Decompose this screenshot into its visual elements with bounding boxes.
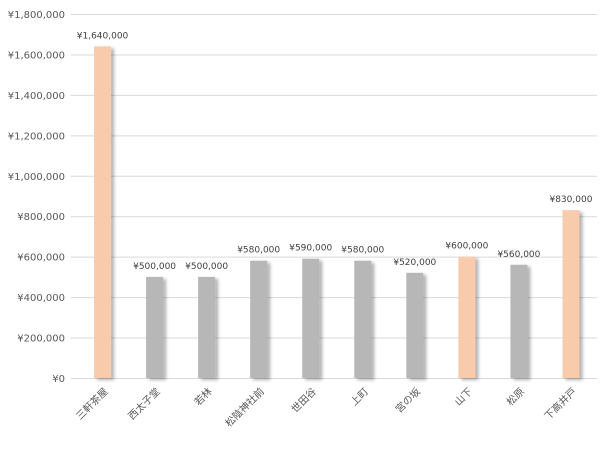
y-tick-label: ¥1,600,000 (8, 50, 65, 61)
y-tick-label: ¥800,000 (17, 212, 65, 223)
x-tick-label: 下高井戸 (542, 385, 579, 422)
x-tick-label: 三軒茶屋 (73, 385, 110, 422)
y-tick-label: ¥400,000 (17, 293, 65, 304)
y-tick-label: ¥1,200,000 (8, 131, 65, 142)
bar (250, 260, 268, 378)
data-label: ¥580,000 (341, 246, 384, 256)
data-label: ¥580,000 (237, 246, 280, 256)
y-tick-label: ¥1,400,000 (8, 91, 65, 102)
x-tick-label: 宮の坂 (393, 385, 423, 415)
y-tick-label: ¥600,000 (17, 253, 65, 264)
bar (198, 276, 216, 378)
x-tick-label: 西太子堂 (125, 385, 162, 422)
bar (302, 258, 320, 378)
data-label: ¥500,000 (133, 262, 176, 272)
x-tick-label: 松陰神社前 (222, 385, 267, 430)
data-label: ¥520,000 (393, 258, 436, 268)
bar (354, 260, 372, 378)
y-tick-label: ¥0 (52, 374, 65, 385)
x-tick-label: 山下 (452, 386, 475, 409)
x-tick-label: 世田谷 (289, 386, 319, 416)
y-tick-label: ¥1,800,000 (8, 10, 65, 21)
data-label: ¥560,000 (497, 250, 540, 260)
y-tick-label: ¥200,000 (17, 334, 65, 345)
x-tick-label: 松原 (504, 385, 527, 408)
data-label: ¥830,000 (549, 195, 592, 205)
bar (458, 256, 476, 378)
data-label: ¥500,000 (185, 262, 228, 272)
data-label: ¥1,640,000 (77, 31, 129, 41)
x-tick-label: 上町 (348, 386, 371, 409)
x-tick-label: 若林 (191, 385, 214, 408)
bar (406, 272, 424, 378)
data-label: ¥590,000 (289, 244, 332, 254)
bar (562, 210, 580, 378)
bar (510, 264, 528, 378)
bar (146, 276, 164, 378)
bar (94, 46, 112, 378)
y-tick-label: ¥1,000,000 (8, 172, 65, 183)
data-label: ¥600,000 (445, 242, 488, 252)
